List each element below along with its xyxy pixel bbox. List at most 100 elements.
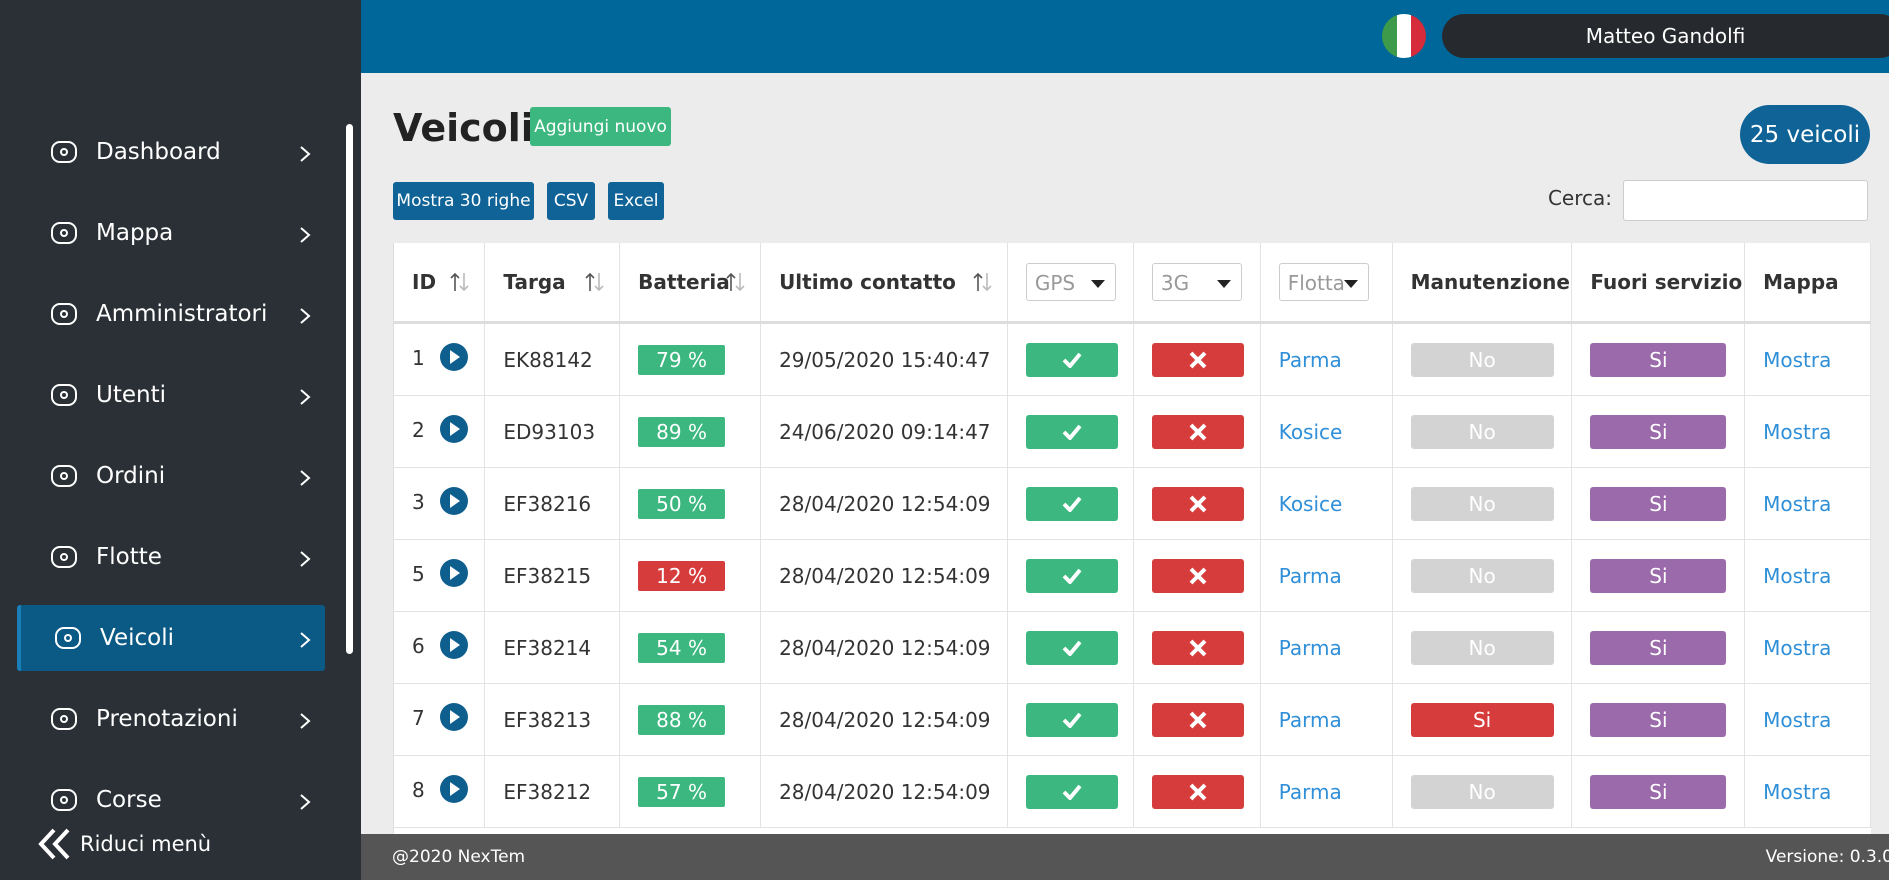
column-header: Fuori servizio (1571, 243, 1746, 324)
cell-id: 5 (394, 539, 486, 612)
language-flag[interactable] (1382, 14, 1426, 58)
cell-contact: 24/06/2020 09:14:47 (760, 395, 1008, 468)
header-label: Manutenzione (1410, 270, 1570, 294)
rows-button[interactable]: Mostra 30 righe (393, 182, 534, 220)
fleet-link[interactable]: Kosice (1278, 419, 1343, 444)
column-header[interactable]: Targa (484, 243, 621, 324)
filter-label: Flotta (1287, 271, 1345, 295)
cell-targa: EF38212 (484, 755, 621, 828)
collapse-menu[interactable]: Riduci menù (38, 826, 211, 862)
map-link[interactable]: Mostra (1763, 563, 1832, 588)
menu-item[interactable]: Corse (17, 767, 325, 833)
column-header: 3G (1133, 243, 1261, 324)
cell-map: Mostra (1744, 611, 1871, 684)
cell-gps (1007, 755, 1134, 828)
menu-item[interactable]: Utenti (17, 362, 325, 428)
table-body: 1 EK88142 79 % 29/05/2020 15:40:47 Parma No Si… (394, 322, 1871, 828)
column-filter[interactable]: GPS (1025, 263, 1116, 301)
chevron (300, 389, 311, 405)
fleet-link[interactable]: Parma (1278, 707, 1342, 732)
maintenance: No (1410, 414, 1554, 449)
menu-item[interactable]: Ordini (17, 443, 325, 509)
table-row: 7 EF38213 88 % 28/04/2020 12:54:09 Parma Si Si… (394, 683, 1871, 756)
header-label: Fuori servizio (1590, 270, 1743, 294)
play-icon (439, 703, 468, 731)
user-menu[interactable]: Matteo Gandolfi (1442, 14, 1889, 58)
excel-button[interactable]: Excel (608, 182, 664, 220)
battery-badge: 57 % (638, 776, 725, 807)
cell-maintenance: No (1392, 322, 1573, 396)
menu-item[interactable]: Flotte (17, 524, 325, 590)
column-filter[interactable]: 3G (1151, 263, 1242, 301)
maintenance: Si (1410, 702, 1554, 737)
header-label: Ultimo contatto (779, 270, 956, 294)
cell-map: Mostra (1744, 395, 1871, 468)
menu-item[interactable]: Mappa (17, 200, 325, 266)
map-link[interactable]: Mostra (1763, 491, 1832, 516)
cell-targa: ED93103 (484, 395, 621, 468)
cell-battery: 57 % (619, 755, 762, 828)
check-icon (1062, 568, 1082, 584)
menu-item[interactable]: Dashboard (17, 119, 325, 185)
menu-item[interactable]: Prenotazioni (17, 686, 325, 752)
cell-fleet: Kosice (1260, 395, 1393, 468)
fleet-link[interactable]: Parma (1278, 347, 1342, 372)
map-link[interactable]: Mostra (1763, 419, 1832, 444)
copyright: @2020 NexTem (392, 847, 526, 867)
cell-3g (1133, 611, 1261, 684)
cell-map: Mostra (1744, 467, 1871, 540)
chevron (300, 470, 311, 486)
cell-battery: 79 % (619, 322, 762, 396)
filter-label: 3G (1160, 271, 1190, 295)
check-icon (1062, 352, 1082, 368)
last-contact: 28/04/2020 12:54:09 (779, 779, 991, 804)
column-header[interactable]: ID (394, 243, 486, 324)
sort-icon (585, 272, 604, 292)
cell-maintenance: No (1392, 755, 1573, 828)
header-label: ID (412, 270, 437, 294)
play-icon (439, 775, 468, 803)
menu-label: Ordini (96, 463, 166, 489)
fleet-link[interactable]: Kosice (1278, 491, 1343, 516)
fleet-link[interactable]: Parma (1278, 563, 1342, 588)
fleet-link[interactable]: Parma (1278, 779, 1342, 804)
cell-battery: 88 % (619, 683, 762, 756)
out-of-service: Si (1590, 342, 1727, 377)
menu-item[interactable]: Veicoli (17, 605, 325, 671)
cell-service: Si (1571, 467, 1746, 540)
header-label: Targa (503, 270, 566, 294)
header-label: Mappa (1763, 270, 1839, 294)
column-filter[interactable]: Flotta (1278, 263, 1369, 301)
footer: @2020 NexTem Versione: 0.3.0 (361, 834, 1889, 880)
out-of-service: Si (1590, 702, 1727, 737)
column-header[interactable]: Batteria (619, 243, 762, 324)
targa: ED93103 (503, 419, 596, 444)
map-link[interactable]: Mostra (1763, 779, 1832, 804)
menu-icon (51, 303, 77, 325)
column-header: Flotta (1260, 243, 1393, 324)
map-link[interactable]: Mostra (1763, 707, 1832, 732)
cell-battery: 50 % (619, 467, 762, 540)
cell-id: 2 (394, 395, 486, 468)
maintenance: No (1410, 342, 1554, 377)
cell-contact: 28/04/2020 12:54:09 (760, 539, 1008, 612)
last-contact: 28/04/2020 12:54:09 (779, 563, 991, 588)
cell-fleet: Parma (1260, 683, 1393, 756)
add-button[interactable]: Aggiungi nuovo (530, 107, 671, 146)
search-input[interactable] (1623, 180, 1868, 221)
csv-button[interactable]: CSV (547, 182, 595, 220)
id: 7 (412, 706, 425, 730)
fleet-link[interactable]: Parma (1278, 635, 1342, 660)
scrollbar[interactable] (346, 124, 353, 654)
cell-targa: EF38216 (484, 467, 621, 540)
battery-badge: 89 % (638, 416, 725, 447)
menu-item[interactable]: Amministratori (17, 281, 325, 347)
x-icon (1189, 711, 1207, 728)
table-row: 6 EF38214 54 % 28/04/2020 12:54:09 Parma No Si… (394, 611, 1871, 684)
filter-label: GPS (1034, 271, 1076, 295)
cell-3g (1133, 683, 1261, 756)
cell-3g (1133, 395, 1261, 468)
map-link[interactable]: Mostra (1763, 347, 1832, 372)
column-header[interactable]: Ultimo contatto (760, 243, 1008, 324)
map-link[interactable]: Mostra (1763, 635, 1832, 660)
